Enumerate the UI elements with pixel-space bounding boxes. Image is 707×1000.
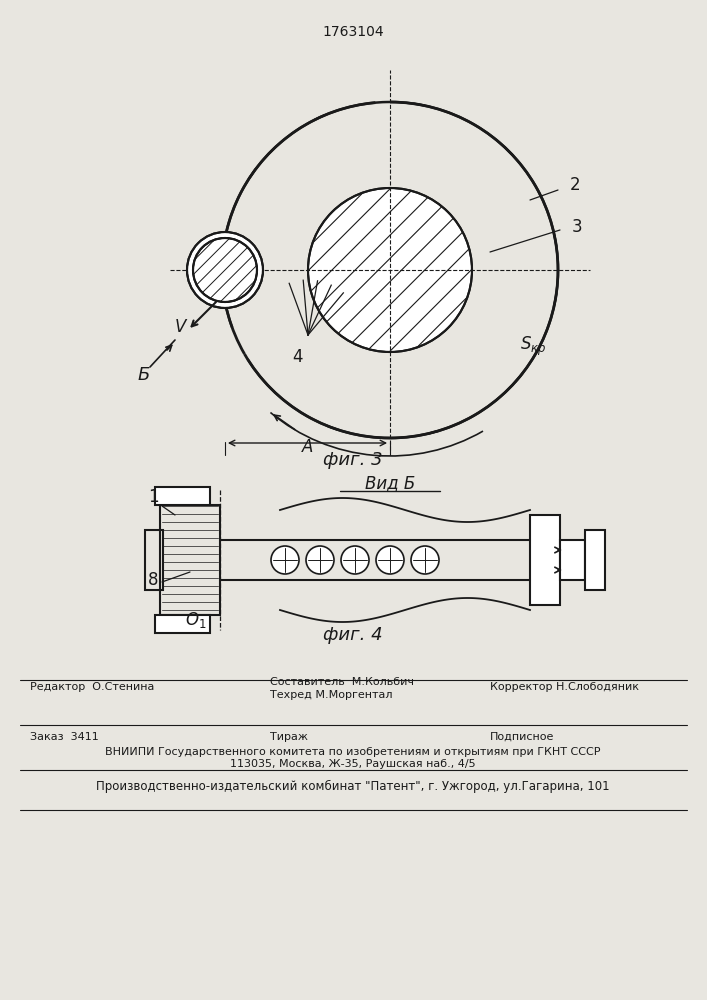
Text: V: V xyxy=(175,318,187,336)
Text: Тираж: Тираж xyxy=(270,732,308,742)
Text: ВНИИПИ Государственного комитета по изобретениям и открытиям при ГКНТ СССР: ВНИИПИ Государственного комитета по изоб… xyxy=(105,747,601,757)
Text: Подписное: Подписное xyxy=(490,732,554,742)
Text: A: A xyxy=(302,438,313,456)
Text: фиг. 3: фиг. 3 xyxy=(323,451,382,469)
Text: 8: 8 xyxy=(148,571,158,589)
Bar xyxy=(155,615,210,633)
Text: 4: 4 xyxy=(292,348,303,366)
Text: Корректор Н.Слободяник: Корректор Н.Слободяник xyxy=(490,682,639,692)
Circle shape xyxy=(411,546,439,574)
Bar xyxy=(160,505,220,615)
Text: 2: 2 xyxy=(570,176,580,194)
Bar xyxy=(145,530,163,590)
Bar xyxy=(585,530,605,590)
Circle shape xyxy=(193,238,257,302)
Circle shape xyxy=(341,546,369,574)
Text: Заказ  3411: Заказ 3411 xyxy=(30,732,99,742)
Text: $O_1$: $O_1$ xyxy=(185,610,206,630)
Text: Редактор  О.Стенина: Редактор О.Стенина xyxy=(30,682,154,692)
Text: $S_{кр}$: $S_{кр}$ xyxy=(520,335,547,358)
Text: 1: 1 xyxy=(148,488,158,506)
Text: 1763104: 1763104 xyxy=(322,25,384,39)
Circle shape xyxy=(306,546,334,574)
Text: 3: 3 xyxy=(572,218,583,236)
Bar xyxy=(155,487,210,505)
Text: 113035, Москва, Ж-35, Раушская наб., 4/5: 113035, Москва, Ж-35, Раушская наб., 4/5 xyxy=(230,759,476,769)
Circle shape xyxy=(271,546,299,574)
Circle shape xyxy=(308,188,472,352)
Text: Составитель  М.Кольбич: Составитель М.Кольбич xyxy=(270,677,414,687)
Circle shape xyxy=(187,232,263,308)
Bar xyxy=(530,515,560,605)
Text: Техред М.Моргентал: Техред М.Моргентал xyxy=(270,690,392,700)
Circle shape xyxy=(376,546,404,574)
Bar xyxy=(560,540,585,580)
Text: Вид Б: Вид Б xyxy=(365,474,415,492)
Text: Производственно-издательский комбинат "Патент", г. Ужгород, ул.Гагарина, 101: Производственно-издательский комбинат "П… xyxy=(96,780,610,793)
Text: фиг. 4: фиг. 4 xyxy=(323,626,382,644)
Text: Б: Б xyxy=(138,366,151,384)
